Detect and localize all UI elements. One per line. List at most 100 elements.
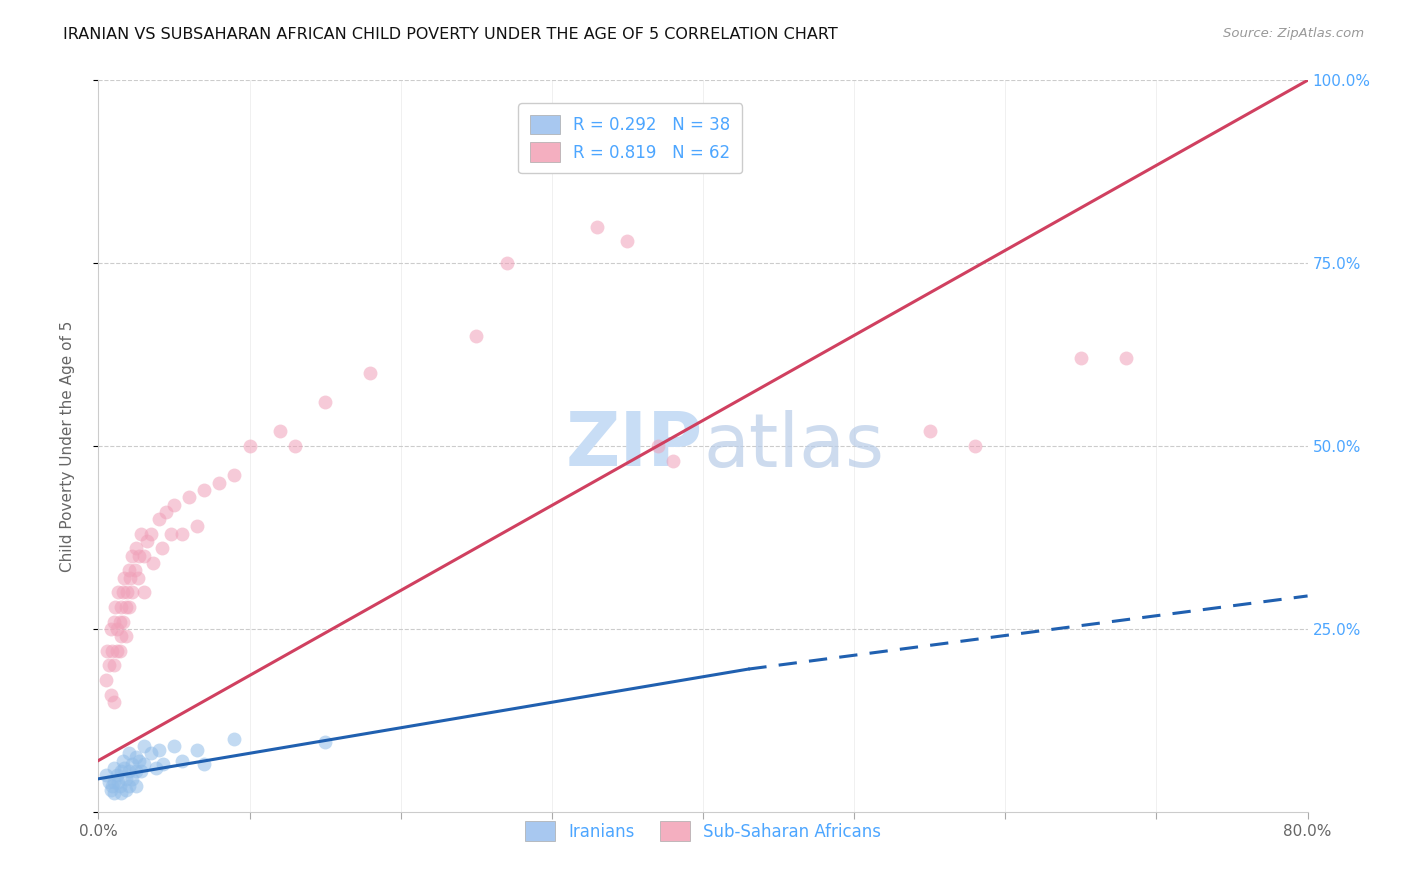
Point bbox=[1070, 351, 1092, 366]
Point bbox=[224, 731, 246, 746]
Point bbox=[193, 757, 215, 772]
Text: atlas: atlas bbox=[703, 409, 884, 483]
Point bbox=[148, 742, 170, 756]
Point bbox=[110, 764, 132, 779]
Point bbox=[152, 757, 174, 772]
Point bbox=[108, 644, 131, 658]
Point bbox=[112, 571, 135, 585]
Point bbox=[118, 746, 141, 760]
Point bbox=[647, 439, 669, 453]
Point bbox=[98, 658, 121, 673]
Point bbox=[107, 585, 129, 599]
Point bbox=[163, 739, 186, 753]
Point bbox=[114, 782, 136, 797]
Point bbox=[193, 483, 215, 497]
Point bbox=[118, 599, 141, 614]
Point bbox=[115, 585, 138, 599]
Point bbox=[121, 772, 143, 786]
Point bbox=[269, 425, 291, 439]
Point bbox=[121, 757, 143, 772]
Point bbox=[108, 779, 131, 793]
Point bbox=[135, 534, 157, 549]
Point bbox=[160, 526, 183, 541]
Point bbox=[100, 622, 122, 636]
Point bbox=[110, 599, 132, 614]
Point bbox=[118, 779, 141, 793]
Point bbox=[114, 599, 136, 614]
Point bbox=[125, 541, 148, 556]
Point bbox=[96, 644, 118, 658]
Point bbox=[103, 787, 125, 801]
Point bbox=[101, 644, 124, 658]
Point bbox=[121, 549, 143, 563]
Point bbox=[94, 768, 117, 782]
Point bbox=[129, 764, 152, 779]
Point bbox=[100, 782, 122, 797]
Point bbox=[103, 615, 125, 629]
Point bbox=[186, 742, 208, 756]
Point bbox=[586, 219, 609, 234]
Point bbox=[465, 329, 488, 343]
Point bbox=[111, 754, 134, 768]
Point bbox=[132, 549, 155, 563]
Point bbox=[179, 490, 201, 504]
Point bbox=[208, 475, 231, 490]
Text: ZIP: ZIP bbox=[565, 409, 703, 483]
Point bbox=[918, 425, 941, 439]
Point bbox=[105, 622, 128, 636]
Point bbox=[103, 761, 125, 775]
Point bbox=[125, 749, 148, 764]
Text: IRANIAN VS SUBSAHARAN AFRICAN CHILD POVERTY UNDER THE AGE OF 5 CORRELATION CHART: IRANIAN VS SUBSAHARAN AFRICAN CHILD POVE… bbox=[63, 27, 838, 42]
Point bbox=[284, 439, 307, 453]
Point bbox=[94, 673, 117, 687]
Point bbox=[186, 519, 208, 533]
Point bbox=[112, 761, 135, 775]
Point bbox=[100, 688, 122, 702]
Point bbox=[360, 366, 382, 380]
Point bbox=[224, 468, 246, 483]
Point bbox=[239, 439, 262, 453]
Point bbox=[125, 764, 148, 779]
Point bbox=[111, 615, 134, 629]
Point bbox=[120, 571, 142, 585]
Point bbox=[110, 629, 132, 643]
Point bbox=[114, 772, 136, 786]
Point bbox=[142, 556, 165, 570]
Point bbox=[110, 787, 132, 801]
Point bbox=[118, 563, 141, 577]
Point bbox=[965, 439, 987, 453]
Point bbox=[661, 453, 683, 467]
Point bbox=[132, 585, 155, 599]
Point bbox=[1115, 351, 1137, 366]
Point bbox=[141, 746, 163, 760]
Y-axis label: Child Poverty Under the Age of 5: Child Poverty Under the Age of 5 bbox=[60, 320, 75, 572]
Point bbox=[108, 615, 131, 629]
Point bbox=[495, 256, 517, 270]
Point bbox=[314, 395, 336, 409]
Point bbox=[118, 764, 141, 779]
Point bbox=[127, 571, 149, 585]
Point bbox=[148, 512, 170, 526]
Point bbox=[129, 526, 152, 541]
Point bbox=[121, 585, 143, 599]
Point bbox=[170, 526, 193, 541]
Point bbox=[616, 234, 638, 248]
Point bbox=[124, 563, 146, 577]
Point bbox=[101, 779, 124, 793]
Point bbox=[103, 775, 125, 789]
Point bbox=[163, 498, 186, 512]
Point bbox=[128, 549, 150, 563]
Point bbox=[125, 779, 148, 793]
Point bbox=[111, 585, 134, 599]
Point bbox=[141, 526, 163, 541]
Point bbox=[103, 695, 125, 709]
Point bbox=[150, 541, 173, 556]
Text: Source: ZipAtlas.com: Source: ZipAtlas.com bbox=[1223, 27, 1364, 40]
Point bbox=[170, 754, 193, 768]
Legend: Iranians, Sub-Saharan Africans: Iranians, Sub-Saharan Africans bbox=[519, 814, 887, 847]
Point bbox=[314, 735, 336, 749]
Point bbox=[114, 629, 136, 643]
Point bbox=[105, 768, 128, 782]
Point bbox=[103, 658, 125, 673]
Point bbox=[104, 599, 127, 614]
